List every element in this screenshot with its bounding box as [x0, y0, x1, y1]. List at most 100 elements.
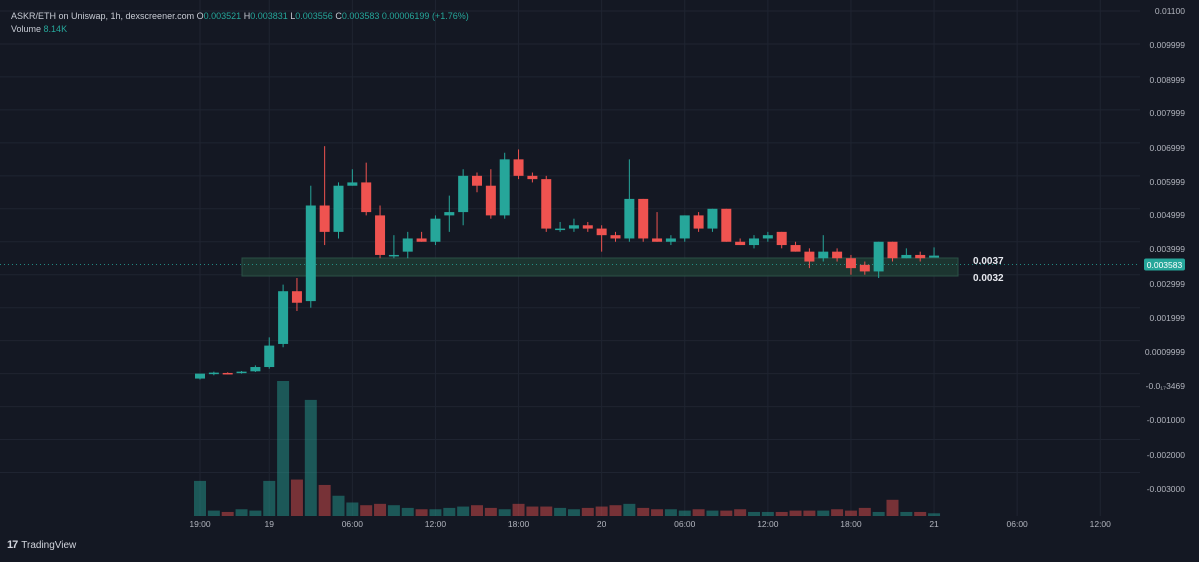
candle-body	[818, 251, 829, 259]
tradingview-logo-icon: 17	[7, 539, 18, 551]
volume-bar	[554, 507, 567, 516]
y-axis-tick-label: -0.003000	[1147, 484, 1186, 494]
candle-body	[333, 185, 344, 232]
volume-bar	[332, 495, 345, 516]
y-axis-tick-label: 0.005999	[1150, 177, 1186, 187]
legend-o-label: O	[196, 11, 204, 21]
candle-body	[485, 185, 496, 216]
volume-bar	[512, 503, 525, 516]
y-axis-tick-label: 0.01100	[1155, 6, 1185, 16]
candle-body	[873, 241, 884, 272]
volume-bar	[249, 510, 262, 516]
candle-body	[568, 225, 579, 229]
candle-body	[901, 254, 912, 259]
candle-body	[749, 238, 759, 246]
volume-bar	[761, 511, 774, 516]
candle-body	[735, 241, 746, 246]
volume-bar	[844, 510, 857, 516]
volume-bar	[194, 480, 206, 516]
volume-bar	[775, 511, 788, 516]
candle-body	[319, 205, 330, 232]
legend-c-value: 0.003583	[341, 11, 380, 21]
volume-bar	[235, 509, 248, 516]
volume-bar	[914, 511, 927, 516]
y-axis-tick-label: 0.008999	[1150, 75, 1186, 85]
volume-bar	[595, 506, 608, 516]
volume-bar	[360, 505, 373, 516]
x-axis-tick-label: 21	[929, 519, 939, 529]
volume-bar	[374, 503, 387, 516]
current-price-tag-label: 0.003583	[1147, 260, 1183, 270]
candle-body	[832, 251, 843, 259]
volume-bar	[678, 510, 691, 516]
legend-o-value: 0.003521	[203, 11, 242, 21]
volume-bar	[886, 499, 899, 516]
volume-bar	[443, 507, 456, 516]
legend-row-ohlc: ASKR/ETH on Uniswap, 1h, dexscreener.com…	[11, 10, 469, 23]
candle-body	[291, 291, 302, 303]
x-axis-tick-label: 12:00	[425, 519, 447, 529]
candle-body	[347, 182, 358, 186]
candle-body	[527, 175, 538, 180]
volume-bar	[734, 509, 747, 516]
x-axis-tick-label: 18:00	[840, 519, 862, 529]
volume-bar	[221, 511, 234, 516]
legend-l-value: 0.003556	[295, 11, 333, 21]
candle-body	[887, 241, 898, 259]
volume-bar	[540, 506, 553, 516]
candle-body	[472, 175, 482, 186]
y-axis-tick-label: -0.002000	[1147, 450, 1186, 460]
support-zone	[241, 257, 959, 277]
legend-change: 0.00006199 (+1.76%)	[381, 11, 469, 21]
zone-bottom-label: 0.0032	[973, 273, 1004, 284]
volume-bar	[637, 507, 650, 516]
volume-bar	[346, 502, 359, 516]
candle-body	[652, 238, 663, 242]
zone-top-label: 0.0037	[973, 256, 1004, 267]
legend-volume-label: Volume	[11, 24, 42, 34]
candle-body	[707, 208, 718, 229]
volume-bar	[457, 506, 470, 516]
candle-body	[499, 159, 510, 216]
candle-body	[458, 175, 469, 213]
candle-body	[762, 235, 773, 239]
volume-bar	[748, 511, 760, 516]
volume-bar	[803, 510, 816, 516]
volume-bar	[651, 509, 664, 516]
x-axis-tick-label: 06:00	[674, 519, 696, 529]
candle-body	[596, 228, 607, 236]
tradingview-brand[interactable]: 17 TradingView	[7, 539, 76, 551]
volume-bar	[567, 509, 580, 516]
volume-bar	[526, 506, 539, 516]
volume-bar	[429, 509, 442, 516]
volume-bar	[207, 510, 220, 516]
candle-body	[555, 228, 566, 231]
legend-row-volume: Volume 8.14K	[11, 23, 469, 36]
candle-body	[278, 291, 289, 344]
x-axis-tick-label: 18:00	[508, 519, 530, 529]
y-axis-tick-label: 0.003999	[1150, 244, 1186, 254]
candle-body	[693, 215, 704, 229]
current-price-tag	[1144, 258, 1185, 271]
candle-body	[250, 367, 261, 372]
volume-bar	[720, 510, 733, 516]
y-axis-tick-label: 0.004999	[1150, 210, 1186, 220]
candle-body	[513, 159, 524, 176]
candle-body	[679, 215, 690, 239]
candle-body	[222, 372, 233, 375]
volume-bar	[387, 505, 400, 516]
volume-bar	[318, 484, 331, 516]
candle-body	[859, 264, 870, 272]
volume-bar	[263, 480, 276, 516]
volume-bar	[290, 479, 303, 516]
candle-body	[208, 372, 219, 375]
candle-body	[721, 208, 732, 242]
x-axis-tick-label: 20	[597, 519, 607, 529]
volume-bar	[581, 507, 594, 516]
candle-body	[929, 255, 940, 258]
volume-bar	[831, 509, 844, 516]
tradingview-brand-label: TradingView	[21, 539, 77, 551]
candle-body	[264, 345, 275, 368]
